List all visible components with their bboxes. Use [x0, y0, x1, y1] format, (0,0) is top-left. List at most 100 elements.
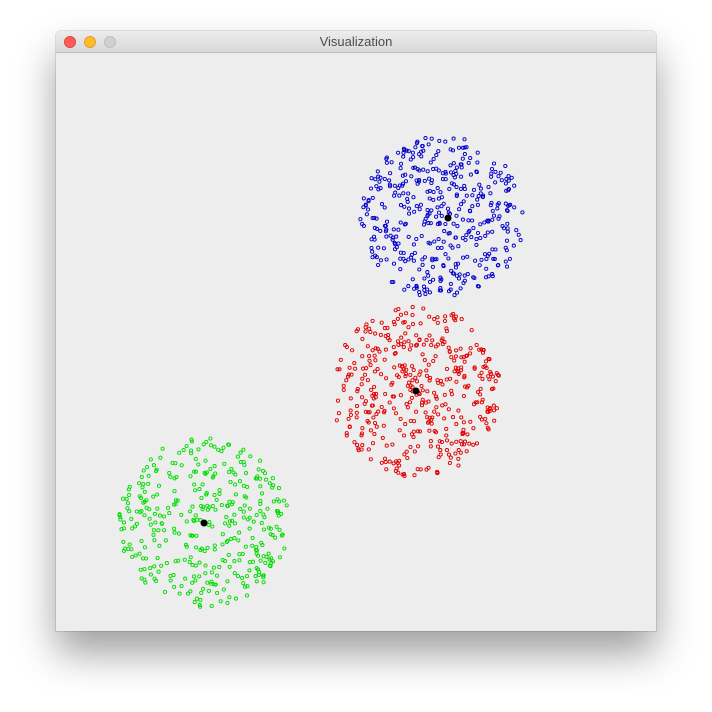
scatter-point [142, 513, 147, 518]
scatter-point [414, 379, 420, 384]
scatter-point [225, 503, 230, 508]
scatter-point [401, 320, 406, 325]
scatter-point [174, 474, 179, 480]
scatter-point [258, 498, 263, 503]
scatter-point [462, 273, 467, 278]
scatter-point [425, 189, 430, 194]
scatter-point [258, 458, 263, 463]
scatter-point [258, 508, 263, 514]
scatter-point [196, 462, 201, 467]
scatter-point [117, 512, 122, 517]
scatter-point [401, 191, 406, 196]
scatter-point [352, 440, 357, 445]
scatter-point [487, 251, 492, 256]
scatter-point [141, 468, 146, 473]
scatter-point [407, 347, 412, 352]
scatter-point [197, 560, 202, 565]
scatter-point [451, 136, 456, 141]
scatter-point [205, 545, 210, 550]
scatter-point [167, 470, 172, 476]
scatter-point [496, 216, 501, 221]
scatter-point [412, 250, 417, 256]
scatter-point [196, 447, 201, 452]
scatter-point [437, 138, 442, 143]
scatter-point [429, 343, 434, 348]
zoom-button[interactable] [104, 36, 116, 48]
scatter-point [378, 258, 383, 263]
scatter-point [176, 558, 181, 563]
scatter-point [127, 542, 132, 547]
scatter-point [443, 402, 448, 407]
scatter-point [404, 449, 409, 454]
close-button[interactable] [64, 36, 76, 48]
scatter-point [341, 387, 346, 392]
scatter-point [474, 441, 480, 446]
scatter-point [449, 355, 454, 360]
scatter-point [188, 474, 193, 479]
scatter-point [359, 431, 365, 436]
scatter-point [414, 342, 420, 347]
scatter-point [394, 466, 399, 471]
scatter-point [250, 543, 255, 548]
scatter-point [403, 374, 408, 379]
scatter-point [417, 152, 422, 157]
scatter-point [453, 365, 458, 370]
scatter-point [481, 347, 486, 352]
scatter-point [422, 219, 427, 224]
scatter-point [421, 342, 426, 347]
scatter-point [220, 542, 225, 547]
scatter-point [439, 245, 444, 250]
scatter-point [475, 400, 480, 405]
scatter-point [441, 239, 446, 244]
scatter-point [158, 455, 163, 460]
scatter-point [146, 481, 151, 486]
scatter-point [127, 484, 132, 489]
scatter-point [360, 376, 365, 381]
scatter-point [194, 517, 199, 522]
scatter-point [208, 443, 213, 448]
scatter-point [189, 437, 194, 442]
scatter-point [194, 533, 199, 538]
scatter-point [142, 545, 147, 550]
scatter-point [475, 160, 480, 165]
scatter-point [159, 563, 164, 568]
scatter-point [188, 448, 194, 453]
title-bar[interactable]: Visualization [56, 31, 656, 53]
scatter-point [474, 242, 479, 247]
scatter-point [406, 191, 411, 196]
scatter-point [232, 521, 238, 526]
scatter-point [491, 403, 496, 408]
scatter-point [156, 569, 161, 574]
scatter-point [260, 573, 266, 578]
scatter-point [370, 348, 375, 353]
scatter-point [277, 555, 282, 560]
scatter-point [207, 520, 212, 525]
scatter-point [373, 358, 378, 363]
scatter-point [484, 256, 489, 262]
scatter-point [450, 415, 456, 420]
scatter-point [453, 168, 458, 174]
cluster-centroid [200, 519, 208, 527]
scatter-point [404, 311, 409, 316]
scatter-point [224, 539, 229, 545]
scatter-point [419, 403, 425, 408]
scatter-point [485, 230, 490, 235]
scatter-point [435, 245, 440, 251]
minimize-button[interactable] [84, 36, 96, 48]
scatter-point [240, 575, 245, 580]
scatter-point [270, 559, 275, 564]
scatter-point [399, 335, 404, 340]
scatter-point [221, 587, 226, 592]
scatter-point [125, 506, 130, 511]
scatter-point [476, 390, 481, 395]
scatter-point [371, 396, 376, 401]
scatter-point [420, 397, 425, 402]
scatter-point [373, 177, 378, 182]
scatter-point [506, 203, 511, 208]
scatter-point [436, 168, 441, 173]
scatter-point [350, 348, 355, 353]
scatter-point [454, 273, 459, 278]
scatter-point [217, 565, 222, 570]
scatter-point [410, 150, 415, 155]
scatter-point [419, 383, 424, 389]
